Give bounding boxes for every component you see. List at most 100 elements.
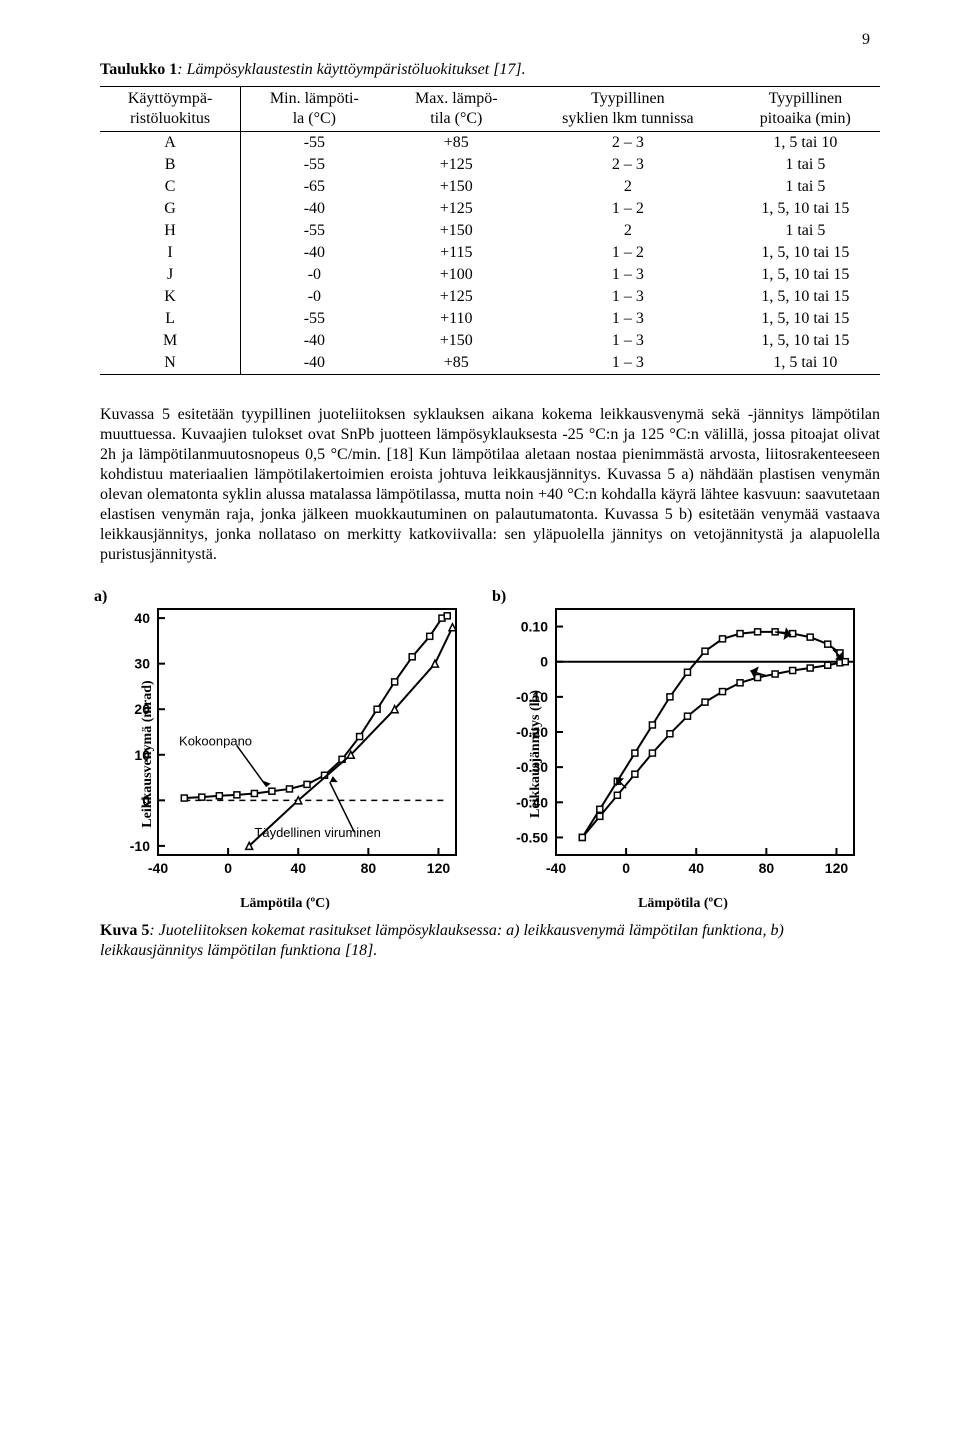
table-row: G-40+1251 – 21, 5, 10 tai 15	[100, 198, 880, 220]
svg-text:0: 0	[224, 860, 232, 876]
table-cell: 1 – 2	[525, 242, 731, 264]
table-row: L-55+1101 – 31, 5, 10 tai 15	[100, 308, 880, 330]
figure-a: a) Leikkausvenymä (mrad) -4004080120-100…	[100, 595, 470, 913]
table-cell: 1, 5, 10 tai 15	[731, 242, 880, 264]
svg-text:-40: -40	[546, 860, 566, 876]
body-paragraph: Kuvassa 5 esitetään tyypillinen juotelii…	[100, 405, 880, 565]
table-row: I-40+1151 – 21, 5, 10 tai 15	[100, 242, 880, 264]
table-cell: 1 – 3	[525, 286, 731, 308]
svg-text:0: 0	[622, 860, 630, 876]
table-cell: 2	[525, 220, 731, 242]
table-cell: +125	[388, 286, 526, 308]
table-cell: -55	[241, 308, 388, 330]
table-row: M-40+1501 – 31, 5, 10 tai 15	[100, 330, 880, 352]
table-row: N-40+851 – 31, 5 tai 10	[100, 352, 880, 375]
table-cell: +85	[388, 352, 526, 375]
table-cell: 2 – 3	[525, 132, 731, 155]
table-cell: +150	[388, 330, 526, 352]
table-cell: A	[100, 132, 241, 155]
page-number: 9	[862, 30, 870, 50]
table-cell: 1 – 2	[525, 198, 731, 220]
table-cell: 1, 5, 10 tai 15	[731, 264, 880, 286]
table-cell: +110	[388, 308, 526, 330]
panel-letter-b: b)	[492, 587, 506, 607]
figure-b: b) Leikkausjännitys (lb) -4004080120-0.5…	[498, 595, 868, 913]
table-cell: 1, 5 tai 10	[731, 132, 880, 155]
table-header: Tyypillinenpitoaika (min)	[731, 87, 880, 132]
table-cell: 1 – 3	[525, 330, 731, 352]
table-cell: J	[100, 264, 241, 286]
svg-text:0: 0	[540, 654, 548, 670]
svg-text:-0.50: -0.50	[516, 829, 548, 845]
table-caption: Taulukko 1: Lämpösyklaustestin käyttöymp…	[100, 60, 880, 80]
table-row: B-55+1252 – 31 tai 5	[100, 154, 880, 176]
table-cell: 2	[525, 176, 731, 198]
table-cell: -55	[241, 220, 388, 242]
svg-text:Kokoonpano: Kokoonpano	[179, 734, 252, 749]
svg-text:120: 120	[427, 860, 451, 876]
table-cell: 1 tai 5	[731, 176, 880, 198]
panel-letter-a: a)	[94, 587, 107, 607]
table-cell: -0	[241, 264, 388, 286]
table-header: Min. lämpöti-la (°C)	[241, 87, 388, 132]
svg-text:80: 80	[361, 860, 377, 876]
table-header: Käyttöympä-ristöluokitus	[100, 87, 241, 132]
svg-text:40: 40	[134, 610, 150, 626]
figure-caption: Kuva 5: Juoteliitoksen kokemat rasitukse…	[100, 921, 880, 961]
table-caption-label: Taulukko 1	[100, 61, 177, 78]
table-cell: +125	[388, 198, 526, 220]
table-cell: 1 tai 5	[731, 154, 880, 176]
table-row: K-0+1251 – 31, 5, 10 tai 15	[100, 286, 880, 308]
table-cell: 1, 5, 10 tai 15	[731, 308, 880, 330]
table-caption-text: : Lämpösyklaustestin käyttöympäristöluok…	[177, 61, 525, 78]
data-table: Käyttöympä-ristöluokitusMin. lämpöti-la …	[100, 86, 880, 375]
figures-row: a) Leikkausvenymä (mrad) -4004080120-100…	[100, 595, 880, 913]
svg-text:80: 80	[759, 860, 775, 876]
table-cell: B	[100, 154, 241, 176]
table-cell: 1 – 3	[525, 308, 731, 330]
table-cell: 1, 5, 10 tai 15	[731, 286, 880, 308]
table-header: Tyypillinensyklien lkm tunnissa	[525, 87, 731, 132]
table-row: C-65+15021 tai 5	[100, 176, 880, 198]
svg-text:0.10: 0.10	[521, 619, 548, 635]
table-cell: 1, 5, 10 tai 15	[731, 198, 880, 220]
table-cell: 1, 5, 10 tai 15	[731, 330, 880, 352]
table-cell: K	[100, 286, 241, 308]
svg-text:Täydellinen viruminen: Täydellinen viruminen	[254, 825, 380, 840]
table-cell: +85	[388, 132, 526, 155]
table-cell: +100	[388, 264, 526, 286]
ylabel-a: Leikkausvenymä (mrad)	[139, 680, 157, 827]
xlabel-b: Lämpötila (ºC)	[498, 895, 868, 913]
table-cell: H	[100, 220, 241, 242]
table-row: A-55+852 – 31, 5 tai 10	[100, 132, 880, 155]
table-cell: 1, 5 tai 10	[731, 352, 880, 375]
table-cell: -40	[241, 198, 388, 220]
svg-text:120: 120	[825, 860, 849, 876]
ylabel-b: Leikkausjännitys (lb)	[527, 690, 545, 818]
svg-text:-10: -10	[130, 838, 150, 854]
table-cell: C	[100, 176, 241, 198]
table-cell: N	[100, 352, 241, 375]
chart-b-svg: -4004080120-0.50-0.40-0.30-0.20-0.1000.1…	[498, 595, 868, 885]
table-cell: 1 – 3	[525, 264, 731, 286]
table-cell: 1 – 3	[525, 352, 731, 375]
table-cell: -40	[241, 352, 388, 375]
svg-text:40: 40	[688, 860, 704, 876]
figure-caption-text: : Juoteliitoksen kokemat rasitukset lämp…	[100, 922, 784, 959]
table-cell: +115	[388, 242, 526, 264]
svg-text:30: 30	[134, 656, 150, 672]
table-cell: -40	[241, 330, 388, 352]
table-cell: 2 – 3	[525, 154, 731, 176]
table-cell: -65	[241, 176, 388, 198]
table-row: H-55+15021 tai 5	[100, 220, 880, 242]
table-cell: -0	[241, 286, 388, 308]
table-cell: 1 tai 5	[731, 220, 880, 242]
svg-text:40: 40	[290, 860, 306, 876]
figure-caption-label: Kuva 5	[100, 922, 149, 939]
table-row: J-0+1001 – 31, 5, 10 tai 15	[100, 264, 880, 286]
table-header: Max. lämpö-tila (°C)	[388, 87, 526, 132]
table-cell: +150	[388, 220, 526, 242]
table-cell: I	[100, 242, 241, 264]
table-cell: -55	[241, 154, 388, 176]
table-cell: M	[100, 330, 241, 352]
